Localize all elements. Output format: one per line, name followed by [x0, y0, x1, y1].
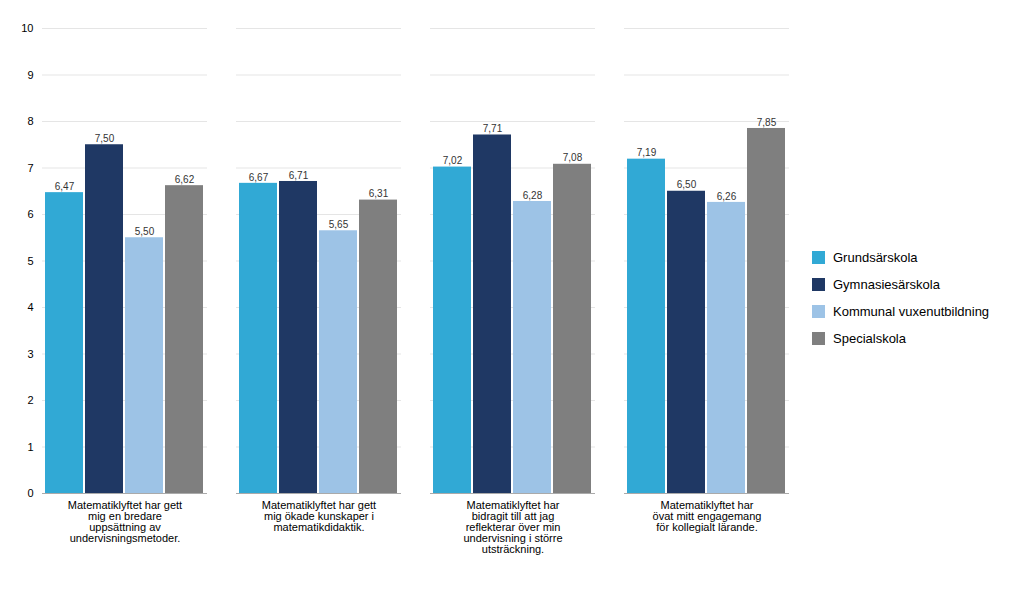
svg-text:7,85: 7,85: [757, 117, 777, 128]
svg-text:6,47: 6,47: [55, 181, 75, 192]
svg-text:6,28: 6,28: [523, 190, 543, 201]
svg-text:Matematiklyftet harövat mitt e: Matematiklyftet harövat mitt engagemangf…: [653, 499, 762, 533]
svg-text:7,19: 7,19: [637, 147, 657, 158]
svg-text:8: 8: [27, 115, 33, 127]
svg-text:7,02: 7,02: [443, 155, 463, 166]
svg-text:9: 9: [27, 69, 33, 81]
svg-text:6,31: 6,31: [369, 188, 389, 199]
svg-text:4: 4: [27, 301, 33, 313]
svg-text:Matematiklyftet har gettmig en: Matematiklyftet har gettmig en bredareup…: [68, 499, 182, 544]
html-text:Specialskola: Specialskola: [833, 331, 906, 346]
svg-text:6: 6: [27, 208, 33, 220]
svg-text:6,26: 6,26: [717, 191, 737, 202]
svg-text:6,62: 6,62: [175, 174, 195, 185]
svg-text:Matematiklyftet harbidragit ti: Matematiklyftet harbidragit till att jag…: [463, 499, 562, 555]
svg-text:0: 0: [27, 487, 33, 499]
svg-text:10: 10: [21, 22, 33, 34]
svg-text:6,67: 6,67: [249, 172, 269, 183]
html-text:Kommunal vuxenutbildning: Kommunal vuxenutbildning: [833, 304, 990, 319]
svg-text:5,65: 5,65: [329, 219, 349, 230]
svg-text:7: 7: [27, 162, 33, 174]
svg-text:6,50: 6,50: [677, 179, 697, 190]
svg-text:7,08: 7,08: [563, 152, 583, 163]
html-text:Gymnasiesärskola: Gymnasiesärskola: [833, 277, 940, 292]
svg-text:6,71: 6,71: [289, 170, 309, 181]
svg-text:2: 2: [27, 394, 33, 406]
svg-text:1: 1: [27, 441, 33, 453]
svg-text:5,50: 5,50: [135, 226, 155, 237]
svg-text:3: 3: [27, 348, 33, 360]
svg-text:7,50: 7,50: [95, 133, 115, 144]
svg-text:Matematiklyftet har gettmig ök: Matematiklyftet har gettmig ökade kunska…: [262, 499, 376, 533]
svg-text:5: 5: [27, 255, 33, 267]
svg-text:7,71: 7,71: [483, 123, 503, 134]
html-text:Grundsärskola: Grundsärskola: [833, 250, 918, 265]
